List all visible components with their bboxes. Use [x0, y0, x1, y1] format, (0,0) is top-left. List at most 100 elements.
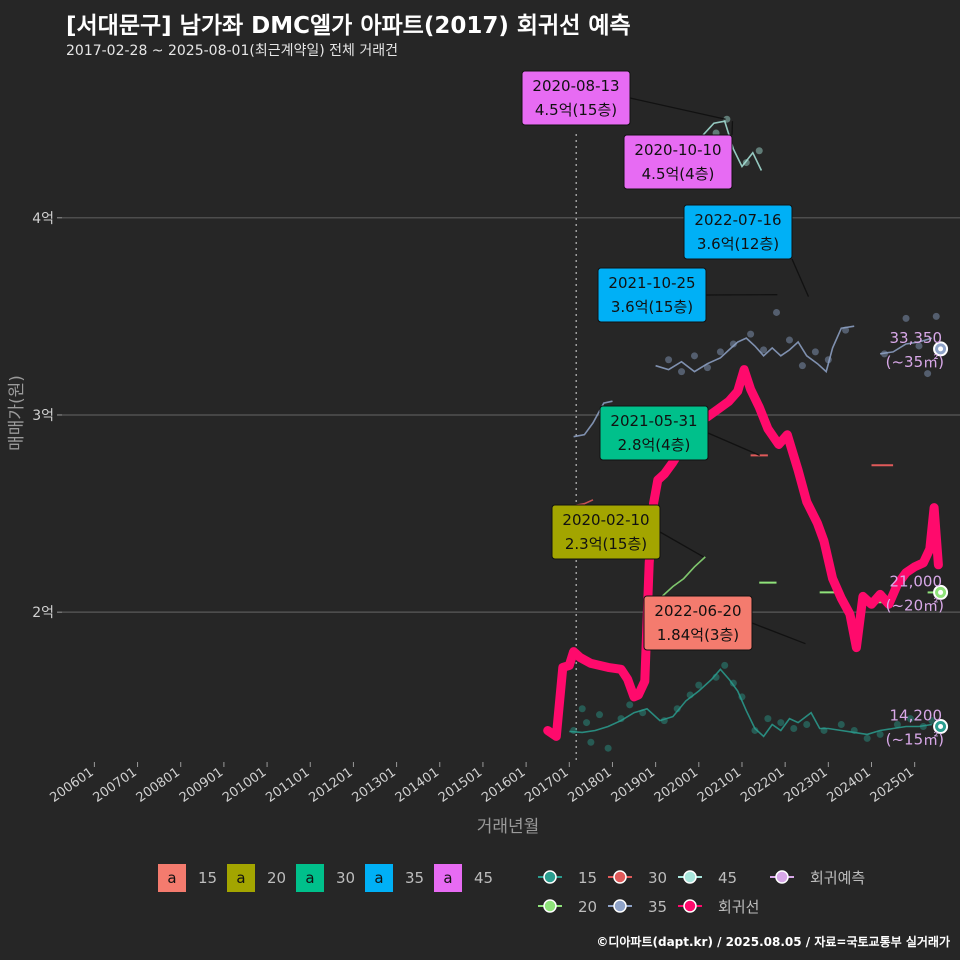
annotation-leader	[629, 97, 726, 120]
legend-label-key-45	[434, 864, 462, 892]
chart-subtitle: 2017-02-28 ~ 2025-08-01(최근계약일) 전체 거래건	[66, 43, 398, 59]
x-tick-label: 201201	[306, 765, 355, 806]
annotation-leader	[659, 531, 704, 558]
transaction-point-35	[665, 356, 673, 364]
legend-label-glyph: a	[374, 869, 383, 887]
legend-label-key-30	[296, 864, 324, 892]
chart-title: [서대문구] 남가좌 DMC엘가 아파트(2017) 회귀선 예측	[66, 13, 631, 39]
transaction-point-15	[596, 711, 604, 719]
annotation-box	[597, 267, 707, 323]
legend-label-name: 20	[267, 869, 286, 887]
y-axis-title: 매매가(원)	[7, 375, 27, 451]
legend-label-glyph: a	[443, 869, 452, 887]
legend-line-name: 35	[648, 898, 667, 916]
transaction-point-15	[604, 744, 612, 752]
legend-line-name: 20	[578, 898, 597, 916]
transaction-point-35	[716, 348, 724, 356]
x-tick-label: 202301	[781, 765, 830, 806]
prediction-marker-center	[938, 724, 944, 730]
legend-label-glyph: a	[167, 869, 176, 887]
transaction-point-35	[773, 308, 781, 316]
transaction-point-15	[570, 726, 578, 734]
legend-label-glyph: a	[236, 869, 245, 887]
annotation-box	[521, 70, 631, 126]
legend-label-key-15	[158, 864, 186, 892]
legend-line-marker	[613, 899, 627, 913]
legend-label-key-20	[227, 864, 255, 892]
y-tick-label: 2억	[32, 605, 54, 621]
x-axis-title: 거래년월	[477, 817, 540, 837]
annotation-date: 2021-05-31	[610, 412, 697, 430]
annotation-leader	[751, 622, 806, 645]
transaction-point-35	[932, 312, 940, 320]
legend-line-marker	[683, 870, 697, 884]
legend-line-marker	[775, 870, 789, 884]
transaction-point-15	[751, 726, 759, 734]
prediction-value-label: 33,350	[890, 329, 943, 347]
annotation-date: 2020-10-10	[634, 141, 721, 159]
annotation-price: 1.84억(3층)	[657, 626, 739, 644]
x-tick-label: 201601	[479, 765, 528, 806]
x-tick-label: 201501	[436, 765, 485, 806]
x-tick-label: 202501	[868, 765, 917, 806]
series-line-35	[879, 337, 933, 355]
regression-line	[543, 365, 943, 741]
y-tick-label: 3억	[32, 408, 54, 424]
prediction-value-label: 14,200	[890, 707, 943, 725]
prediction-value-label: 21,000	[890, 572, 943, 590]
prediction-area-label: (~15㎡)	[886, 731, 944, 749]
y-tick-label: 4억	[32, 211, 54, 227]
transaction-point-35	[678, 368, 686, 376]
legend-line-name: 30	[648, 869, 667, 887]
series-line-20	[661, 556, 706, 597]
legend-label-name: 30	[336, 869, 355, 887]
transaction-point-35	[785, 336, 793, 344]
annotation-box	[643, 595, 753, 651]
x-tick-label: 200901	[177, 765, 226, 806]
transaction-point-15	[837, 721, 845, 729]
x-tick-label: 201801	[565, 765, 614, 806]
legend-line-name: 15	[578, 869, 597, 887]
annotation-date: 2020-08-13	[532, 77, 619, 95]
legend-line-marker	[543, 899, 557, 913]
legend-line-marker	[543, 870, 557, 884]
transaction-point-35	[798, 362, 806, 370]
x-tick-label: 202401	[825, 765, 874, 806]
transaction-point-15	[906, 715, 914, 723]
annotation-date: 2021-10-25	[608, 274, 695, 292]
annotation-box	[683, 204, 793, 260]
transaction-point-15	[721, 661, 729, 669]
transaction-point-15	[578, 705, 586, 713]
transaction-point-15	[863, 734, 871, 742]
annotation-date: 2020-02-10	[562, 511, 649, 529]
transaction-point-35	[760, 346, 768, 354]
transaction-point-15	[777, 719, 785, 727]
transaction-point-35	[902, 314, 910, 322]
x-tick-label: 201701	[522, 765, 571, 806]
x-tick-label: 202201	[738, 765, 787, 806]
annotation-date: 2022-06-20	[654, 602, 741, 620]
x-tick-label: 200601	[47, 765, 96, 806]
transaction-point-15	[790, 724, 798, 732]
x-tick-label: 201301	[350, 765, 399, 806]
annotation-leader	[791, 258, 810, 297]
transaction-point-45	[755, 147, 763, 155]
x-tick-label: 202101	[695, 765, 744, 806]
transaction-point-15	[893, 721, 901, 729]
legend-line-name: 회귀예측	[810, 869, 865, 887]
series-line-15	[569, 668, 933, 738]
annotation-price: 2.8억(4층)	[618, 436, 691, 454]
annotation-price: 2.3억(15층)	[565, 535, 647, 553]
annotation-box	[623, 134, 733, 190]
annotation-box	[551, 504, 661, 560]
annotation-box	[599, 405, 709, 461]
source-credit: ©디아파트(dapt.kr) / 2025.08.05 / 자료=국토교통부 실…	[596, 935, 950, 949]
x-tick-label: 201901	[609, 765, 658, 806]
prediction-marker-center	[938, 589, 944, 595]
series-line-35	[573, 400, 613, 438]
transaction-point-35	[924, 370, 932, 378]
x-tick-label: 200701	[91, 765, 140, 806]
legend-line-marker	[613, 870, 627, 884]
transaction-point-15	[876, 730, 884, 738]
